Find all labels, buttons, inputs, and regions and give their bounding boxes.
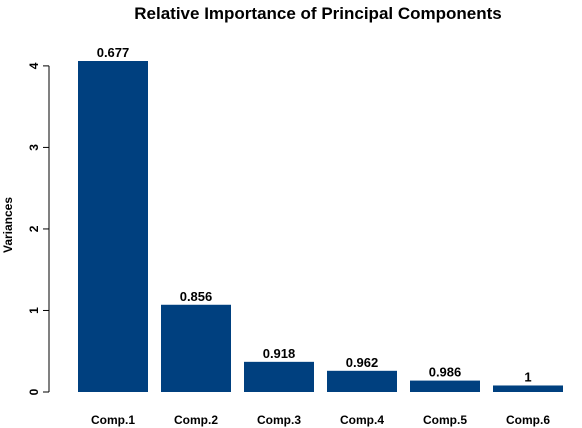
y-tick-label: 4 xyxy=(27,62,41,69)
y-tick-label: 3 xyxy=(27,144,41,151)
x-tick-label: Comp.4 xyxy=(340,413,384,427)
bar xyxy=(161,304,231,392)
x-tick-label: Comp.2 xyxy=(174,413,218,427)
bar xyxy=(244,361,314,392)
bar-data-label: 0.677 xyxy=(97,45,130,60)
bar-data-label: 0.962 xyxy=(346,355,379,370)
y-tick-label: 2 xyxy=(27,225,41,232)
x-tick-label: Comp.3 xyxy=(257,413,301,427)
x-tick-label: Comp.1 xyxy=(91,413,135,427)
y-axis: 0 1 2 3 4 xyxy=(27,62,50,395)
data-labels: 0.677 0.856 0.918 0.962 0.986 1 xyxy=(97,45,532,384)
y-axis-label: Variances xyxy=(1,197,15,253)
x-tick-labels: Comp.1 Comp.2 Comp.3 Comp.4 Comp.5 Comp.6 xyxy=(91,413,550,427)
bar xyxy=(78,61,148,392)
bar-data-label: 0.918 xyxy=(263,346,296,361)
bar xyxy=(327,370,397,392)
x-tick-label: Comp.6 xyxy=(506,413,550,427)
bar xyxy=(493,385,563,392)
bar-data-label: 0.856 xyxy=(180,289,213,304)
bar xyxy=(410,380,480,392)
bar-data-label: 0.986 xyxy=(429,365,462,380)
y-tick-label: 1 xyxy=(27,307,41,314)
chart-title: Relative Importance of Principal Compone… xyxy=(134,4,501,23)
bar-data-label: 1 xyxy=(524,369,531,384)
y-tick-label: 0 xyxy=(27,388,41,395)
x-tick-label: Comp.5 xyxy=(423,413,467,427)
bars xyxy=(78,61,563,392)
